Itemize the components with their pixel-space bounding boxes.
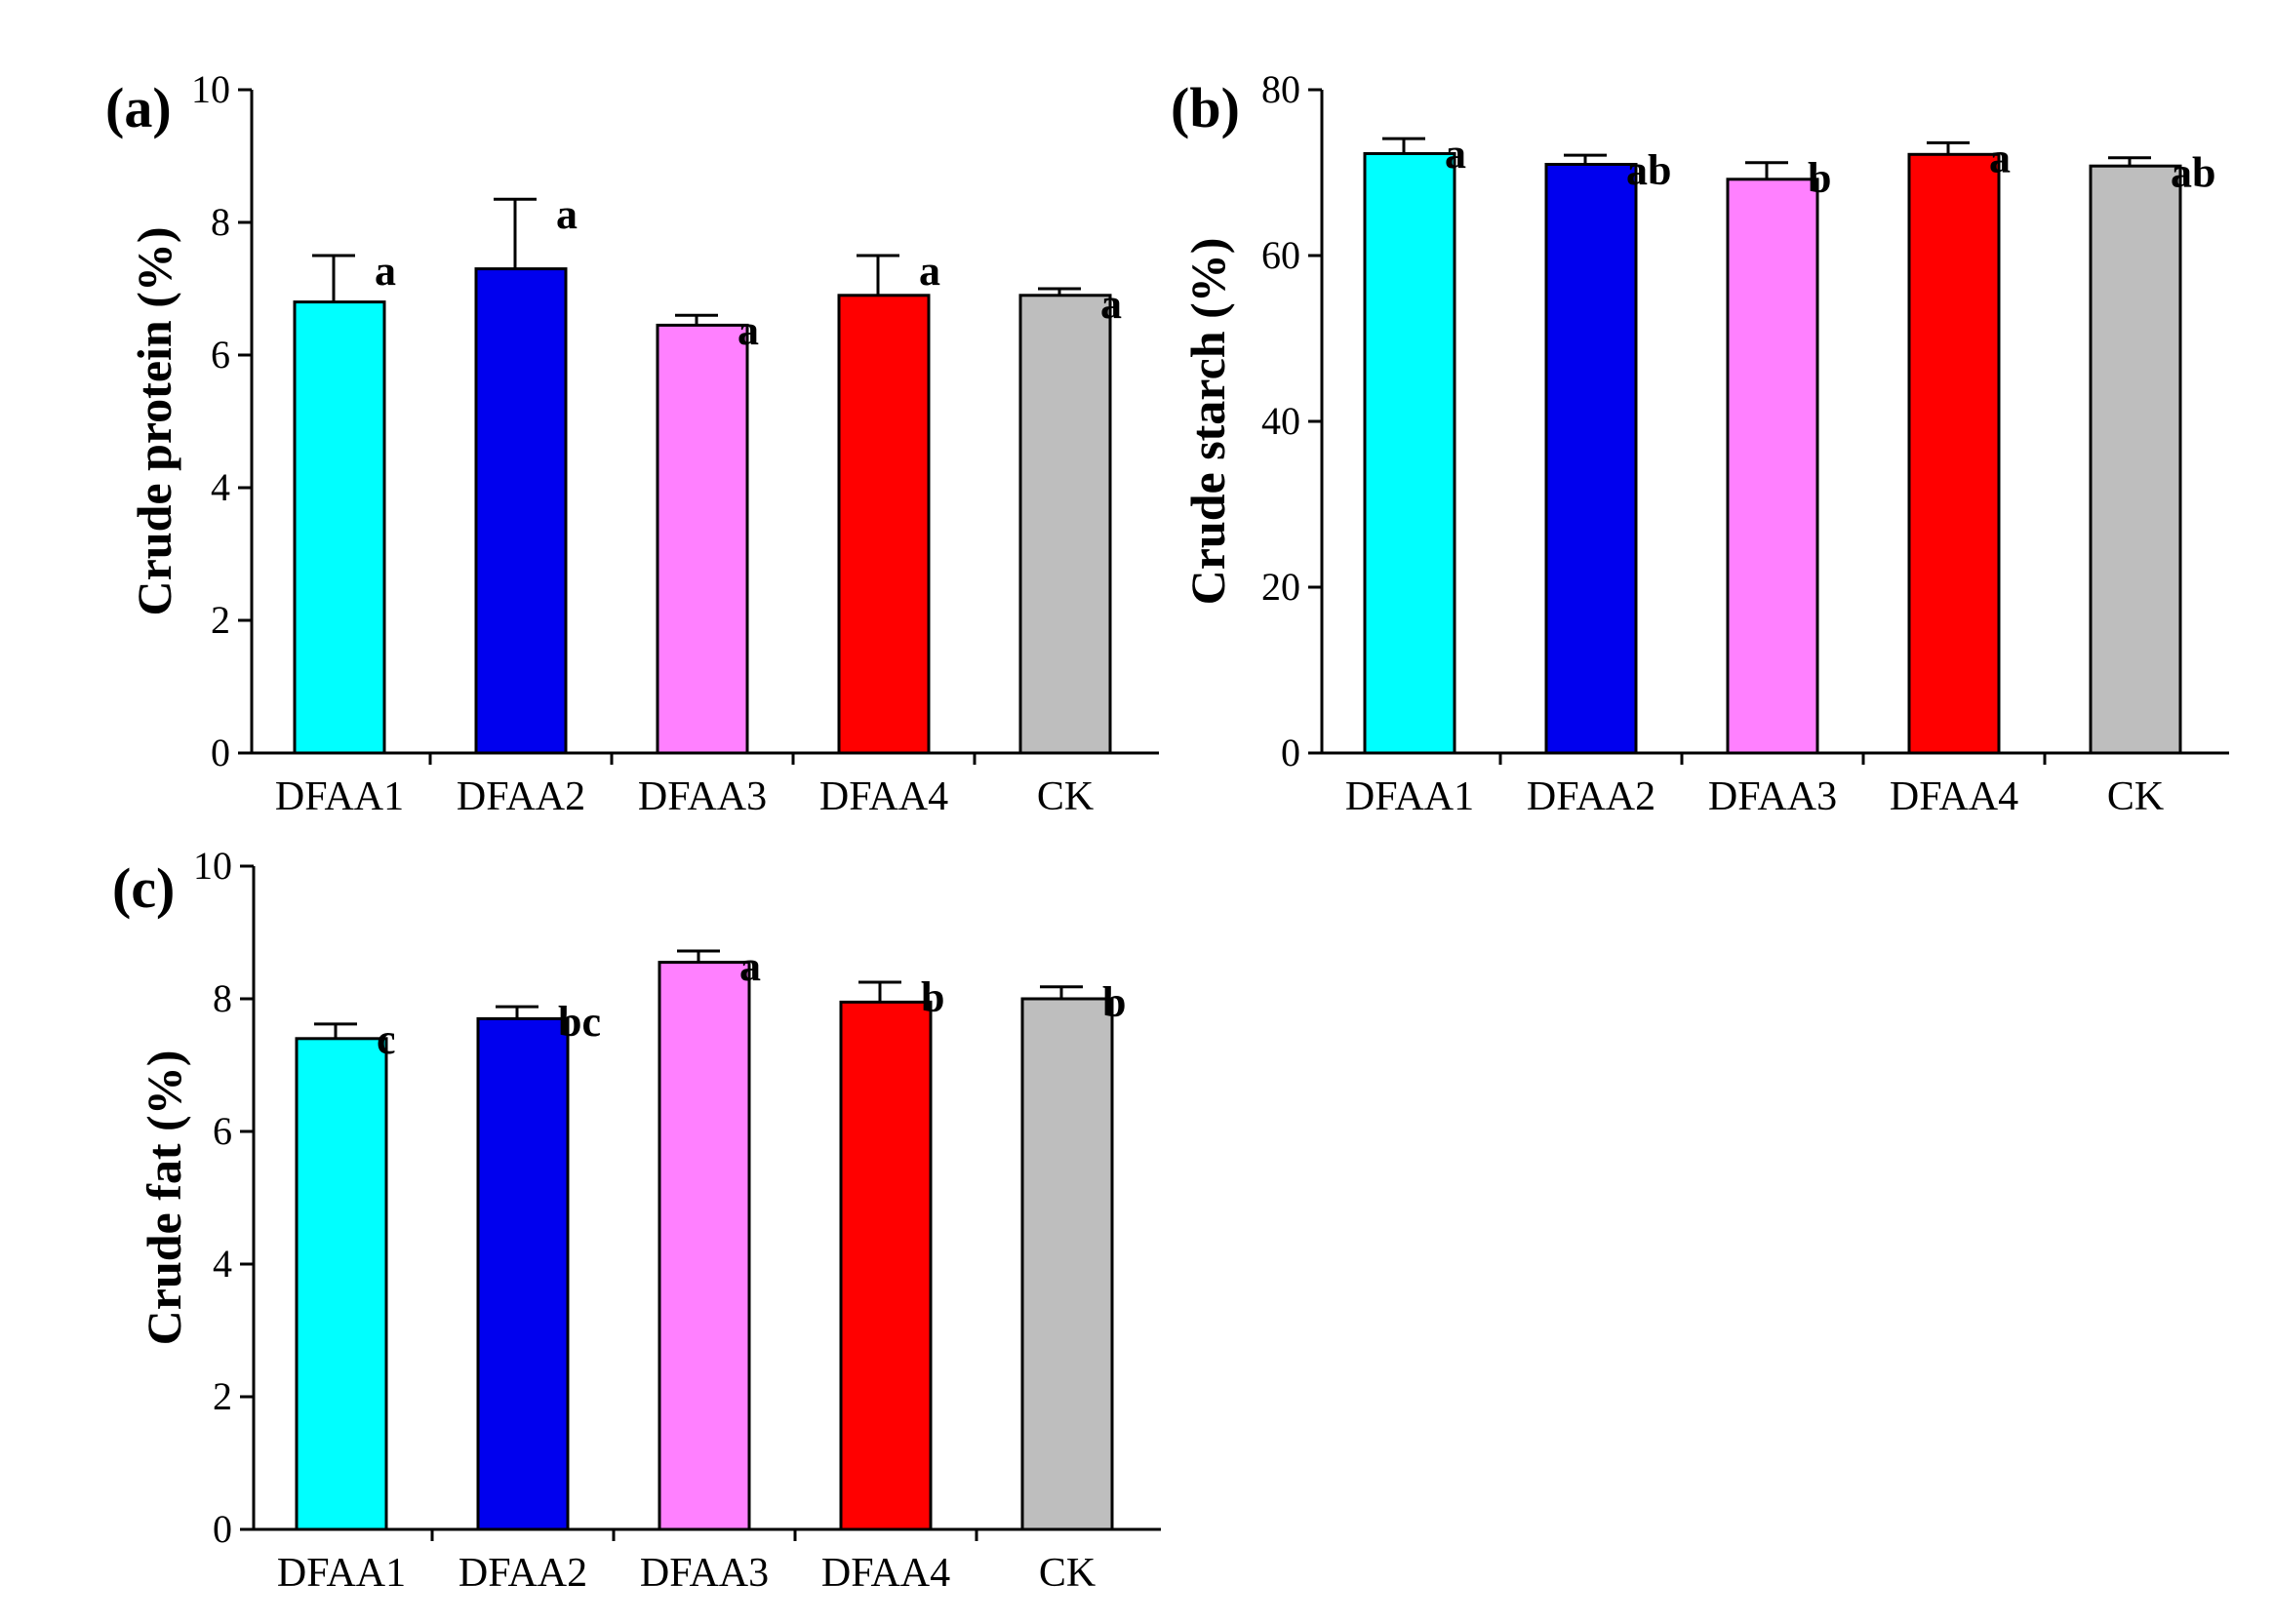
x-tick-label: DFAA4	[821, 1551, 950, 1596]
bar-dfaa2	[1544, 163, 1638, 755]
bar-dfaa1	[1363, 151, 1456, 755]
y-tick-label: 8	[213, 976, 232, 1020]
x-tick-label: DFAA3	[640, 1551, 769, 1596]
bar-dfaa4	[837, 294, 931, 755]
x-tick-label: DFAA3	[1708, 774, 1837, 819]
significance-label: a	[919, 247, 940, 295]
y-tick-label: 6	[211, 333, 230, 376]
bar-dfaa2	[474, 267, 568, 755]
y-tick-label: 2	[213, 1374, 232, 1418]
y-axis-label: Crude protein (%)	[127, 226, 181, 615]
bar-dfaa4	[839, 1000, 933, 1531]
x-tick-label: CK	[1039, 1551, 1096, 1596]
significance-label: a	[739, 942, 761, 990]
x-tick-label: DFAA1	[1345, 774, 1474, 819]
bar-dfaa3	[656, 323, 749, 755]
significance-label: a	[556, 190, 578, 238]
y-axis-label: Crude fat (%)	[137, 1050, 191, 1346]
panel-b-chart: 0 20 40 60 80 a DFAA1 ab DFAA2 b DFAA3 a DFAA4 ab CK Cr…	[1171, 67, 2229, 819]
x-tick-label: DFAA4	[1890, 774, 2018, 819]
significance-label: b	[1102, 978, 1126, 1026]
significance-label: b	[921, 973, 944, 1021]
x-tick-label: CK	[1037, 774, 1094, 819]
significance-label: a	[1989, 134, 2011, 181]
bar-dfaa4	[1907, 152, 2001, 755]
y-tick-label: 80	[1261, 67, 1300, 111]
significance-label: c	[377, 1015, 396, 1063]
x-tick-label: DFAA3	[638, 774, 767, 819]
bar-ck	[1018, 294, 1112, 755]
y-tick-label: 40	[1261, 399, 1300, 443]
x-tick-label: DFAA1	[275, 774, 404, 819]
significance-label: ab	[1626, 146, 1671, 194]
panel-label: (c)	[112, 856, 175, 920]
y-tick-label: 0	[1281, 731, 1300, 774]
y-tick-label: 6	[213, 1109, 232, 1153]
significance-label: a	[1445, 130, 1466, 178]
y-tick-label: 8	[211, 200, 230, 244]
y-tick-label: 10	[193, 844, 232, 888]
significance-label: a	[738, 306, 759, 354]
bar-ck	[1020, 997, 1114, 1531]
y-tick-label: 10	[191, 67, 230, 111]
x-tick-label: CK	[2107, 774, 2164, 819]
y-tick-label: 20	[1261, 565, 1300, 609]
bar-dfaa2	[476, 1016, 570, 1531]
x-tick-label: DFAA2	[457, 774, 585, 819]
y-tick-label: 4	[213, 1242, 232, 1286]
panel-c-chart: 0 2 4 6 8 10 c DFAA1 bc DFAA2 a DFAA3 b DFAA4 b CK Crude…	[112, 844, 1161, 1596]
y-tick-label: 0	[211, 731, 230, 774]
panel-a-chart: 0 2 4 6 8 10 a DFAA1 a DFAA2 a DFAA3 a DFAA4 a CK Crude …	[105, 67, 1159, 819]
x-tick-label: DFAA4	[819, 774, 948, 819]
significance-label: a	[1100, 280, 1122, 328]
y-tick-label: 0	[213, 1507, 232, 1551]
bar-dfaa3	[1726, 178, 1819, 755]
bar-ck	[2089, 164, 2182, 755]
bar-dfaa1	[293, 300, 386, 755]
panel-label: (b)	[1171, 76, 1240, 139]
bar-dfaa1	[295, 1037, 388, 1531]
x-tick-label: DFAA1	[277, 1551, 406, 1596]
y-tick-label: 2	[211, 598, 230, 642]
y-tick-label: 4	[211, 465, 230, 509]
bar-dfaa3	[658, 961, 751, 1531]
y-tick-label: 60	[1261, 233, 1300, 277]
y-axis-label: Crude starch (%)	[1180, 238, 1235, 606]
significance-label: bc	[558, 998, 601, 1046]
significance-label: a	[375, 247, 396, 295]
x-tick-label: DFAA2	[459, 1551, 587, 1596]
panel-label: (a)	[105, 76, 172, 139]
significance-label: b	[1808, 154, 1831, 202]
significance-label: ab	[2171, 149, 2215, 197]
x-tick-label: DFAA2	[1527, 774, 1655, 819]
